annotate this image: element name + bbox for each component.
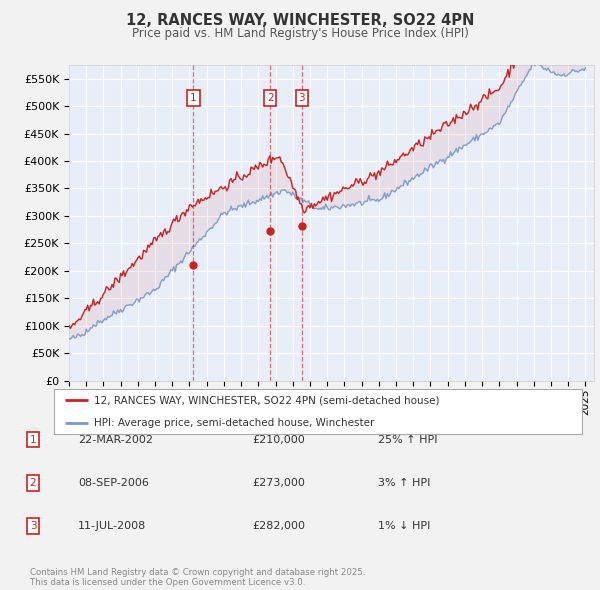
Text: £282,000: £282,000 <box>252 521 305 530</box>
Text: 3: 3 <box>29 521 37 530</box>
Text: 1: 1 <box>190 93 197 103</box>
Text: 25% ↑ HPI: 25% ↑ HPI <box>378 435 437 444</box>
Text: 2: 2 <box>267 93 274 103</box>
Text: 2: 2 <box>29 478 37 487</box>
Text: Contains HM Land Registry data © Crown copyright and database right 2025.
This d: Contains HM Land Registry data © Crown c… <box>30 568 365 587</box>
Text: 08-SEP-2006: 08-SEP-2006 <box>78 478 149 487</box>
Text: 3: 3 <box>299 93 305 103</box>
Text: 1: 1 <box>29 435 37 444</box>
Text: Price paid vs. HM Land Registry's House Price Index (HPI): Price paid vs. HM Land Registry's House … <box>131 27 469 40</box>
Text: 11-JUL-2008: 11-JUL-2008 <box>78 521 146 530</box>
Text: 3% ↑ HPI: 3% ↑ HPI <box>378 478 430 487</box>
Text: 22-MAR-2002: 22-MAR-2002 <box>78 435 153 444</box>
Text: £210,000: £210,000 <box>252 435 305 444</box>
Text: 1% ↓ HPI: 1% ↓ HPI <box>378 521 430 530</box>
Text: HPI: Average price, semi-detached house, Winchester: HPI: Average price, semi-detached house,… <box>94 418 374 428</box>
Text: £273,000: £273,000 <box>252 478 305 487</box>
Text: 12, RANCES WAY, WINCHESTER, SO22 4PN (semi-detached house): 12, RANCES WAY, WINCHESTER, SO22 4PN (se… <box>94 395 439 405</box>
Text: 12, RANCES WAY, WINCHESTER, SO22 4PN: 12, RANCES WAY, WINCHESTER, SO22 4PN <box>126 13 474 28</box>
